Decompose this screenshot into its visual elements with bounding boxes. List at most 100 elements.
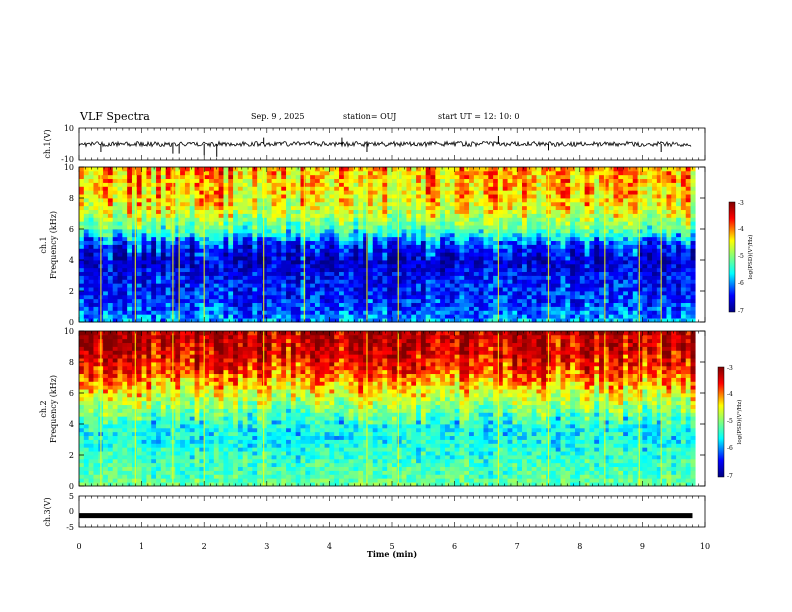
spectrogram-cell [199,298,205,304]
spectrogram-cell [237,182,244,187]
spectrogram-cell [603,209,610,214]
spectrogram-cell [343,174,350,180]
spectrogram-cell [652,263,658,269]
spectrogram-cell [642,306,648,311]
spectrogram-cell [488,221,494,226]
spectrogram-cell [334,244,340,249]
spectrogram-cell [603,314,610,319]
spectrogram-cell [88,298,94,304]
spectrogram-cell [382,182,388,187]
spectrogram-cell [117,244,123,249]
spectrogram-cell [454,170,460,176]
spectrogram-cell [392,209,398,214]
spectrogram-cell [175,190,181,195]
spectrogram-cell [507,248,513,253]
spectrogram-cell [257,306,263,311]
spectrogram-cell [204,260,210,265]
spectrogram-cell [194,279,200,284]
spectrogram-cell [156,287,162,292]
spectrogram-cell [79,279,85,284]
spectrogram-cell [430,209,436,214]
spectrogram-cell [237,298,244,304]
spectrogram-cell [83,213,90,218]
spectrogram-cell [363,217,369,222]
spectrogram-cell [339,225,345,230]
spectrogram-cell [565,252,571,257]
spectrogram-cell [464,283,470,288]
spectrogram-cell [252,267,258,273]
spectrogram-cell [83,263,90,269]
spectrogram-cell [627,225,634,230]
spectrogram-cell [175,209,181,214]
spectrogram-cell [175,291,181,296]
spectrogram-cell [454,298,460,304]
spectrogram-cell [199,302,205,307]
spectrogram-cell [223,213,229,218]
spectrogram-cell [367,182,374,187]
spectrogram-cell [618,167,624,172]
spectrogram-cell [180,252,186,257]
spectrogram-cell [522,232,528,238]
spectrogram-cell [79,182,85,187]
spectrogram-cell [574,248,581,253]
spectrogram-cell [473,182,480,187]
spectrogram-cell [314,186,321,191]
spectrogram-cell [632,318,638,323]
spectrogram-cell [112,174,118,180]
spectrogram-cell [618,298,624,304]
spectrogram-cell [435,283,441,288]
spectrogram-cell [223,232,229,238]
spectrogram-cell [112,314,118,319]
spectrogram-cell [199,194,205,199]
spectrogram-cell [517,182,523,187]
spectrogram-cell [420,298,427,304]
spectrogram-cell [165,244,171,249]
spectrogram-cell [141,240,147,245]
spectrogram-cell [599,209,605,214]
spectrogram-cell [454,279,460,284]
spectrogram-cell [223,260,229,265]
spectrogram-cell [363,279,369,284]
spectrogram-cell [151,236,157,242]
spectrogram-cell [276,240,282,245]
spectrogram-cell [493,209,499,214]
spectrogram-cell [276,287,282,292]
spectrogram-cell [194,314,200,319]
spectrogram-cell [382,260,388,265]
spectrogram-cell [392,248,398,253]
spectrogram-cell [411,232,417,238]
spectrogram-cell [666,201,672,207]
spectrogram-cell [459,271,465,276]
spectrogram-cell [416,263,422,269]
spectrogram-cell [627,178,634,183]
spectrogram-cell [406,170,412,176]
spectrogram-cell [459,182,465,187]
spectrogram-cell [290,240,297,245]
spectrogram-cell [454,213,460,218]
spectrogram-cell [334,225,340,230]
spectrogram-cell [637,252,643,257]
spectrogram-cell [464,236,470,242]
spectrogram-cell [310,240,316,245]
spectrogram-cell [425,287,431,292]
spectrogram-cell [353,294,359,300]
spectrogram-cell [358,178,364,183]
spectrogram-cell [180,178,186,183]
spectrogram-cell [122,198,128,203]
spectrogram-cell [377,318,383,323]
spectrogram-cell [377,229,383,234]
spectrogram-cell [189,248,195,253]
spectrogram-cell [88,232,94,238]
spectrogram-cell [430,294,436,300]
spectrogram-cell [237,244,244,249]
spectrogram-cell [555,201,561,207]
spectrogram-cell [536,302,542,307]
spectrogram-cell [334,190,340,195]
spectrogram-cell [671,267,677,273]
spectrogram-cell [117,167,123,172]
spectrogram-cell [204,310,210,315]
spectrogram-cell [324,244,330,249]
spectrogram-cell [608,232,614,238]
spectrogram-cell [603,170,610,176]
spectrogram-cell [656,302,663,307]
